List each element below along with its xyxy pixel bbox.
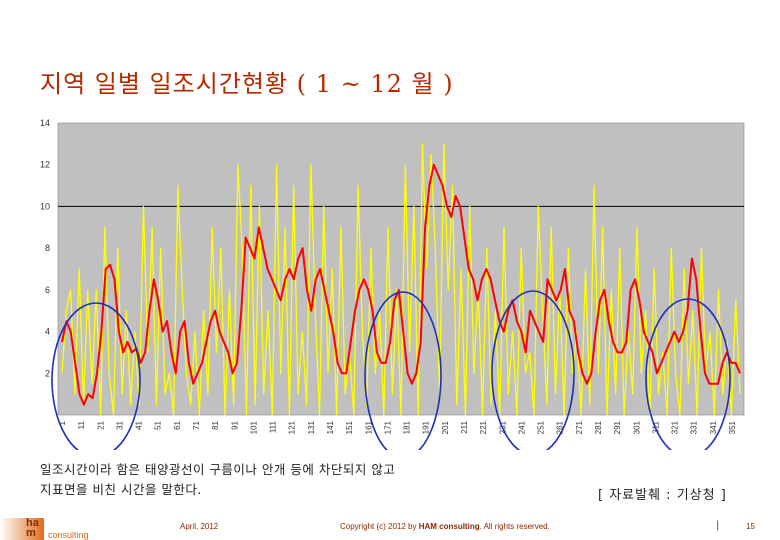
x-tick-label: 31 <box>115 420 124 429</box>
logo-text-m: m <box>26 527 36 539</box>
x-tick-label: 81 <box>211 420 220 429</box>
x-tick-label: 101 <box>249 420 258 434</box>
moving-average-series-line <box>61 163 741 406</box>
logo-wordmark: consulting <box>48 530 89 540</box>
footer-copyright: Copyright (c) 2012 by HAM consulting. Al… <box>340 522 550 531</box>
plot-area <box>57 122 745 416</box>
x-tick-label: 241 <box>517 420 526 434</box>
x-axis-labels: 1 11 21 31 41 51 61 71 81 91 101 111 121 131 141 151 161… <box>58 420 737 434</box>
x-tick-label: 111 <box>269 420 278 433</box>
copyright-prefix: Copyright (c) 2012 by <box>340 522 419 531</box>
x-tick-label: 161 <box>364 420 373 434</box>
x-tick-label: 121 <box>288 420 297 434</box>
note-line-2: 지표면을 비친 시간을 말한다. <box>40 482 202 497</box>
source-citation: [ 자료발췌 : 기상청 ] <box>598 488 727 503</box>
x-tick-label: 251 <box>537 420 546 434</box>
x-tick-label: 151 <box>345 420 354 434</box>
logo-mark <box>0 518 44 540</box>
highlight-ellipse <box>645 298 731 450</box>
x-tick-label: 271 <box>575 420 584 434</box>
slide-title: 지역 일별 일조시간현황 ( 1 ~ 12 월 ) <box>40 70 454 98</box>
x-tick-label: 141 <box>326 420 335 434</box>
copyright-brand: HAM consulting <box>418 522 480 531</box>
x-tick-label: 1 <box>58 420 67 425</box>
x-tick-label: 321 <box>671 420 680 434</box>
x-tick-label: 91 <box>230 420 239 429</box>
page-number: 15 <box>746 522 755 531</box>
y-tick-label: 8 <box>45 243 50 253</box>
footer-date: April, 2012 <box>180 522 219 531</box>
x-tick-label: 301 <box>632 420 641 434</box>
x-tick-label: 191 <box>422 420 431 434</box>
x-tick-label: 221 <box>479 420 488 434</box>
highlight-ellipses <box>51 290 731 450</box>
series-layer <box>61 143 741 416</box>
y-axis-labels: 2 4 6 8 10 12 14 <box>40 118 50 378</box>
daily-series-line <box>61 143 741 416</box>
y-tick-label: 10 <box>40 201 50 211</box>
x-tick-label: 341 <box>709 420 718 434</box>
note-line-1: 일조시간이라 함은 태양광선이 구름이나 안개 등에 차단되지 않고 <box>40 462 396 477</box>
x-tick-label: 291 <box>613 420 622 434</box>
x-tick-label: 211 <box>460 420 469 433</box>
x-tick-label: 11 <box>77 420 86 429</box>
highlight-ellipse <box>491 290 575 450</box>
x-tick-label: 351 <box>728 420 737 434</box>
x-tick-label: 131 <box>307 420 316 434</box>
highlight-ellipse <box>364 291 442 450</box>
x-tick-label: 71 <box>192 420 201 429</box>
definition-note: 일조시간이라 함은 태양광선이 구름이나 안개 등에 차단되지 않고 지표면을 … <box>40 460 510 500</box>
footer-separator: | <box>716 520 720 531</box>
x-tick-label: 171 <box>383 420 392 434</box>
y-tick-label: 2 <box>45 368 50 378</box>
x-tick-label: 201 <box>441 420 450 434</box>
x-tick-label: 41 <box>135 420 144 429</box>
y-tick-label: 14 <box>40 118 50 128</box>
x-tick-label: 331 <box>690 420 699 434</box>
x-tick-label: 261 <box>556 420 565 434</box>
highlight-ellipse <box>51 302 141 450</box>
chart: 2 4 6 8 10 12 14 1 11 21 31 41 51 61 71 81 91 101 111 121 1… <box>30 115 760 450</box>
x-tick-label: 21 <box>96 420 105 429</box>
company-logo: ha m consulting <box>0 516 110 540</box>
x-tick-label: 181 <box>403 420 412 434</box>
x-tick-label: 51 <box>154 420 163 429</box>
x-tick-label: 281 <box>594 420 603 434</box>
y-tick-label: 12 <box>40 160 50 170</box>
y-tick-label: 4 <box>45 327 50 337</box>
logo-text-ha: ha <box>26 517 39 529</box>
footer: ha m consulting April, 2012 Copyright (c… <box>0 508 780 540</box>
x-tick-label: 61 <box>173 420 182 429</box>
y-tick-label: 6 <box>45 285 50 295</box>
copyright-suffix: . All rights reserved. <box>479 522 550 531</box>
